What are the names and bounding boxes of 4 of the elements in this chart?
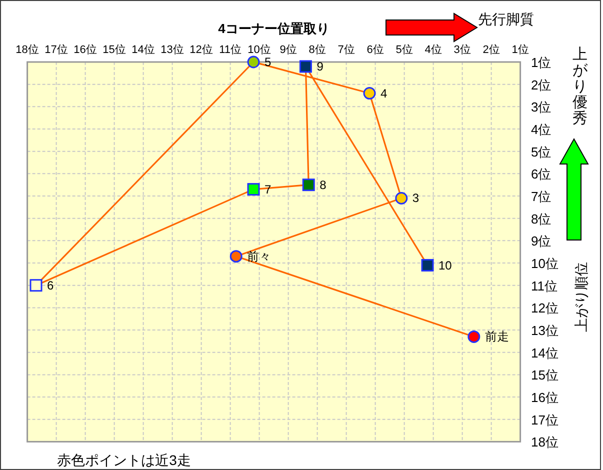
annotation: 先行脚質 — [478, 11, 534, 27]
annotation: 赤色ポイントは近3走 — [57, 452, 191, 468]
annotation: 上がり優秀 — [572, 46, 588, 127]
title: 4コーナー位置取り — [218, 20, 330, 36]
